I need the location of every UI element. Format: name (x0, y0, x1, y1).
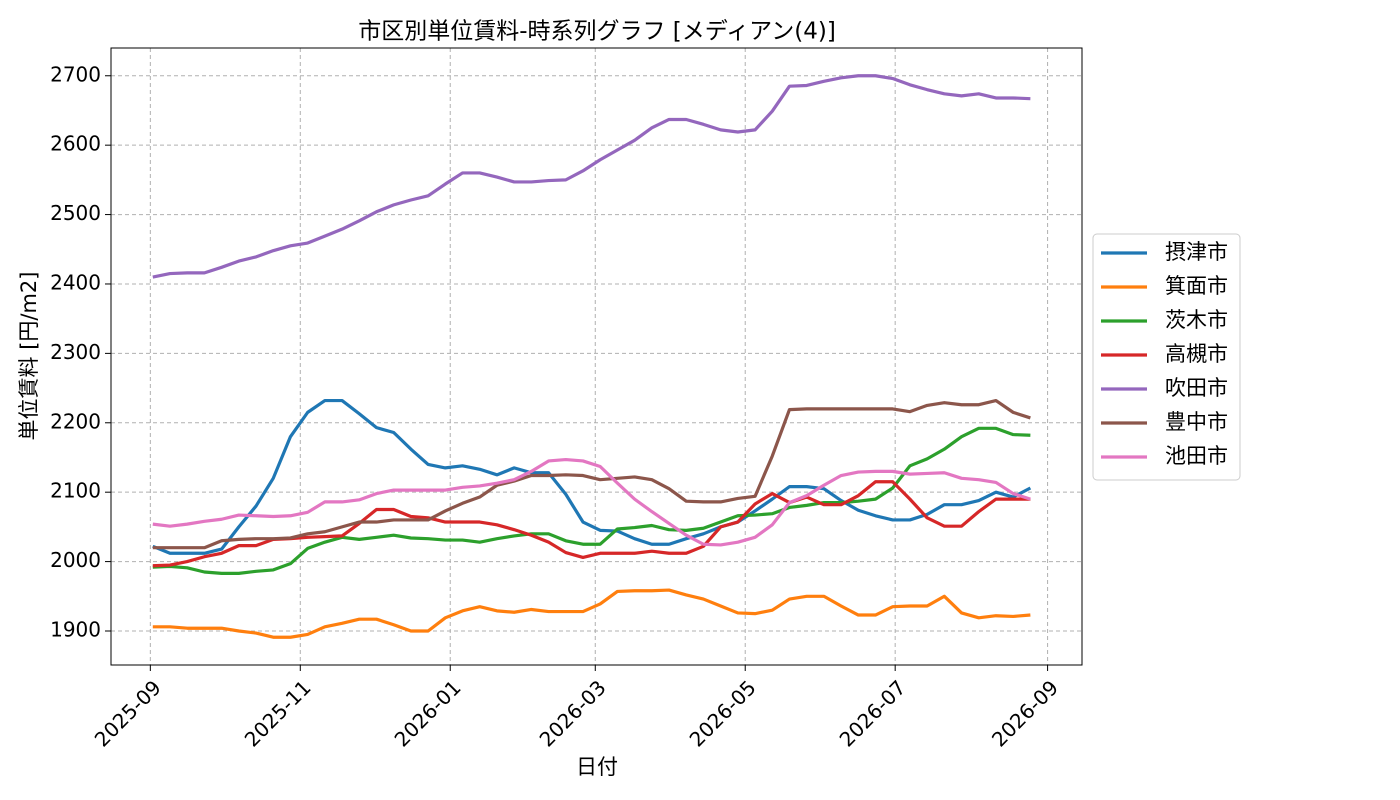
legend-box (1092, 233, 1241, 481)
plot-frame (110, 47, 1083, 666)
legend-label: 豊中市 (1165, 410, 1228, 434)
series-line (152, 74, 1031, 279)
y-axis-label: 単位賃料 [円/m2] (17, 272, 41, 441)
y-tick-label: 2500 (50, 201, 101, 225)
legend-label: 箕面市 (1165, 274, 1228, 298)
legend-label: 高槻市 (1165, 342, 1228, 366)
series-line (152, 457, 1031, 547)
series-line (152, 588, 1031, 639)
series-line (152, 480, 1031, 568)
y-tick-label: 2600 (50, 132, 101, 156)
y-tick-label: 2100 (50, 479, 101, 503)
y-tick-label: 1900 (50, 617, 101, 641)
series-line (152, 398, 1031, 550)
series-line (152, 398, 1032, 555)
legend-label: 摂津市 (1165, 240, 1228, 264)
legend-label: 吹田市 (1165, 376, 1228, 400)
legend-label: 茨木市 (1165, 308, 1228, 332)
chart-title: 市区別単位賃料-時系列グラフ [メディアン(4)] (358, 19, 836, 45)
x-axis-label: 日付 (576, 755, 618, 779)
y-tick-label: 2400 (50, 270, 101, 294)
series-line (152, 426, 1031, 575)
y-tick-label: 2200 (50, 409, 101, 433)
y-tick-label: 2000 (50, 548, 101, 572)
legend-label: 池田市 (1165, 444, 1228, 468)
y-tick-label: 2300 (50, 340, 101, 364)
y-tick-label: 2700 (50, 62, 101, 86)
